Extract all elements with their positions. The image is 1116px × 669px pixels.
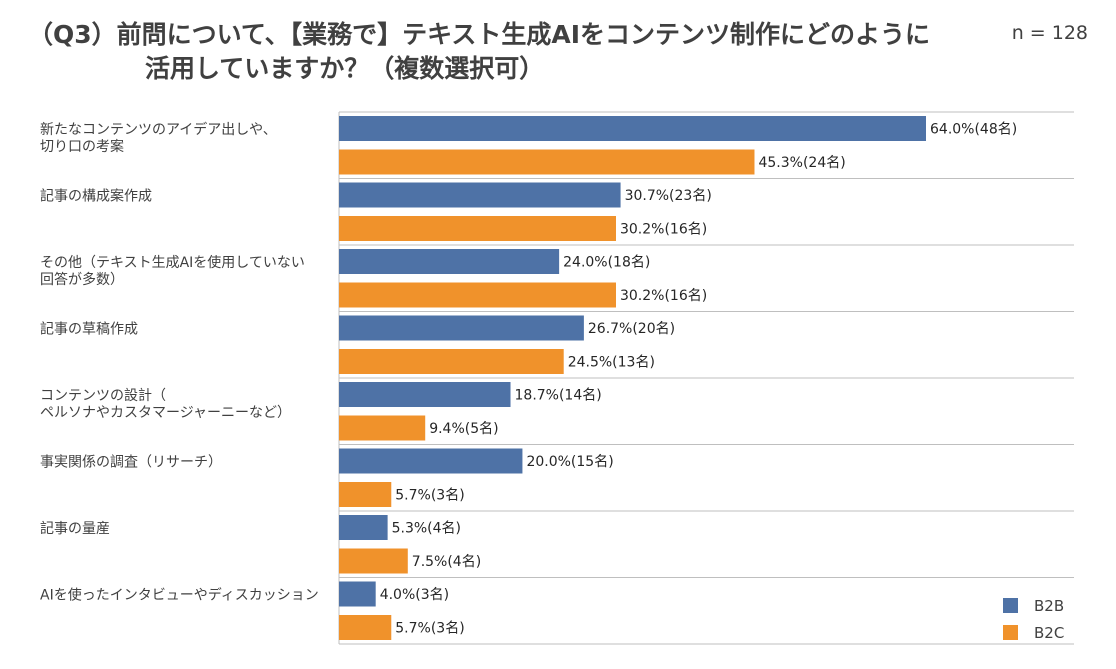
category-label: AIを使ったインタビューやディスカッション [40, 587, 319, 604]
bar-b2b [339, 182, 621, 208]
category-label: その他（テキスト生成AIを使用していない回答が多数） [40, 254, 305, 288]
bar-b2c [339, 548, 408, 574]
data-label: 20.0%(15名) [526, 454, 613, 470]
bar-b2b [339, 448, 523, 474]
category-label: 記事の草稿作成 [40, 321, 138, 338]
data-label: 30.2%(16名) [620, 288, 707, 304]
category-label-line: AIを使ったインタビューやディスカッション [40, 587, 319, 604]
data-label: 26.7%(20名) [588, 321, 675, 337]
bar-b2c [339, 216, 616, 241]
data-label: 45.3%(24名) [758, 155, 845, 171]
chart-title-line1: （Q3）前問について、【業務で】テキスト生成AIをコンテンツ制作にどのように [28, 20, 931, 49]
category-label-line: コンテンツの設計（ [40, 388, 166, 404]
category-label-line: その他（テキスト生成AIを使用していない [40, 254, 305, 271]
category-label-line: 記事の量産 [40, 520, 110, 537]
data-label: 9.4%(5名) [429, 421, 498, 437]
category-label: 事実関係の調査（リサーチ） [40, 455, 222, 471]
bar-b2c [339, 615, 392, 640]
category-label-line: 事実関係の調査（リサーチ） [40, 455, 222, 471]
data-label: 30.2%(16名) [620, 222, 707, 238]
category-label-line: 新たなコンテンツのアイデア出しや、 [40, 121, 277, 138]
bar-b2c [339, 149, 755, 175]
chart-title-line2: 活用していますか？（複数選択可） [145, 54, 545, 83]
sample-size-label: n = 128 [1011, 22, 1088, 44]
chart-title: （Q3）前問について、【業務で】テキスト生成AIをコンテンツ制作にどのように 活… [28, 18, 930, 86]
bar-b2c [339, 349, 564, 374]
data-label: 7.5%(4名) [412, 554, 481, 570]
data-label: 64.0%(48名) [930, 122, 1017, 138]
category-label-line: ペルソナやカスタマージャーニーなど） [40, 405, 291, 421]
bar-b2b [339, 515, 388, 540]
bar-b2b [339, 116, 926, 141]
data-label: 4.0%(3名) [380, 587, 449, 603]
category-label: 記事の量産 [40, 520, 110, 537]
bar-b2c [339, 282, 616, 308]
bar-b2b [339, 249, 560, 274]
legend-label-b2b: B2B [1034, 597, 1064, 615]
category-label-line: 記事の草稿作成 [40, 321, 138, 338]
category-label-line: 切り口の考案 [40, 138, 124, 155]
legend-swatch-b2c [1003, 625, 1018, 640]
data-label: 30.7%(23名) [625, 188, 712, 204]
legend-label-b2c: B2C [1034, 624, 1064, 642]
category-label-line: 回答が多数） [40, 271, 124, 288]
category-label-line: 記事の構成案作成 [40, 188, 152, 205]
bar-b2c [339, 482, 392, 507]
category-label: コンテンツの設計（ペルソナやカスタマージャーニーなど） [40, 388, 291, 421]
data-label: 24.0%(18名) [563, 255, 650, 271]
category-label: 記事の構成案作成 [40, 188, 152, 205]
data-label: 24.5%(13名) [568, 355, 655, 371]
category-label: 新たなコンテンツのアイデア出しや、切り口の考案 [40, 121, 277, 155]
legend-swatch-b2b [1003, 598, 1018, 613]
data-label: 5.7%(3名) [395, 621, 464, 637]
data-label: 18.7%(14名) [515, 388, 602, 404]
bar-b2c [339, 415, 426, 441]
bar-b2b [339, 382, 511, 407]
bar-b2b [339, 581, 376, 607]
data-label: 5.3%(4名) [392, 521, 461, 537]
data-label: 5.7%(3名) [395, 488, 464, 504]
bar-b2b [339, 315, 584, 341]
